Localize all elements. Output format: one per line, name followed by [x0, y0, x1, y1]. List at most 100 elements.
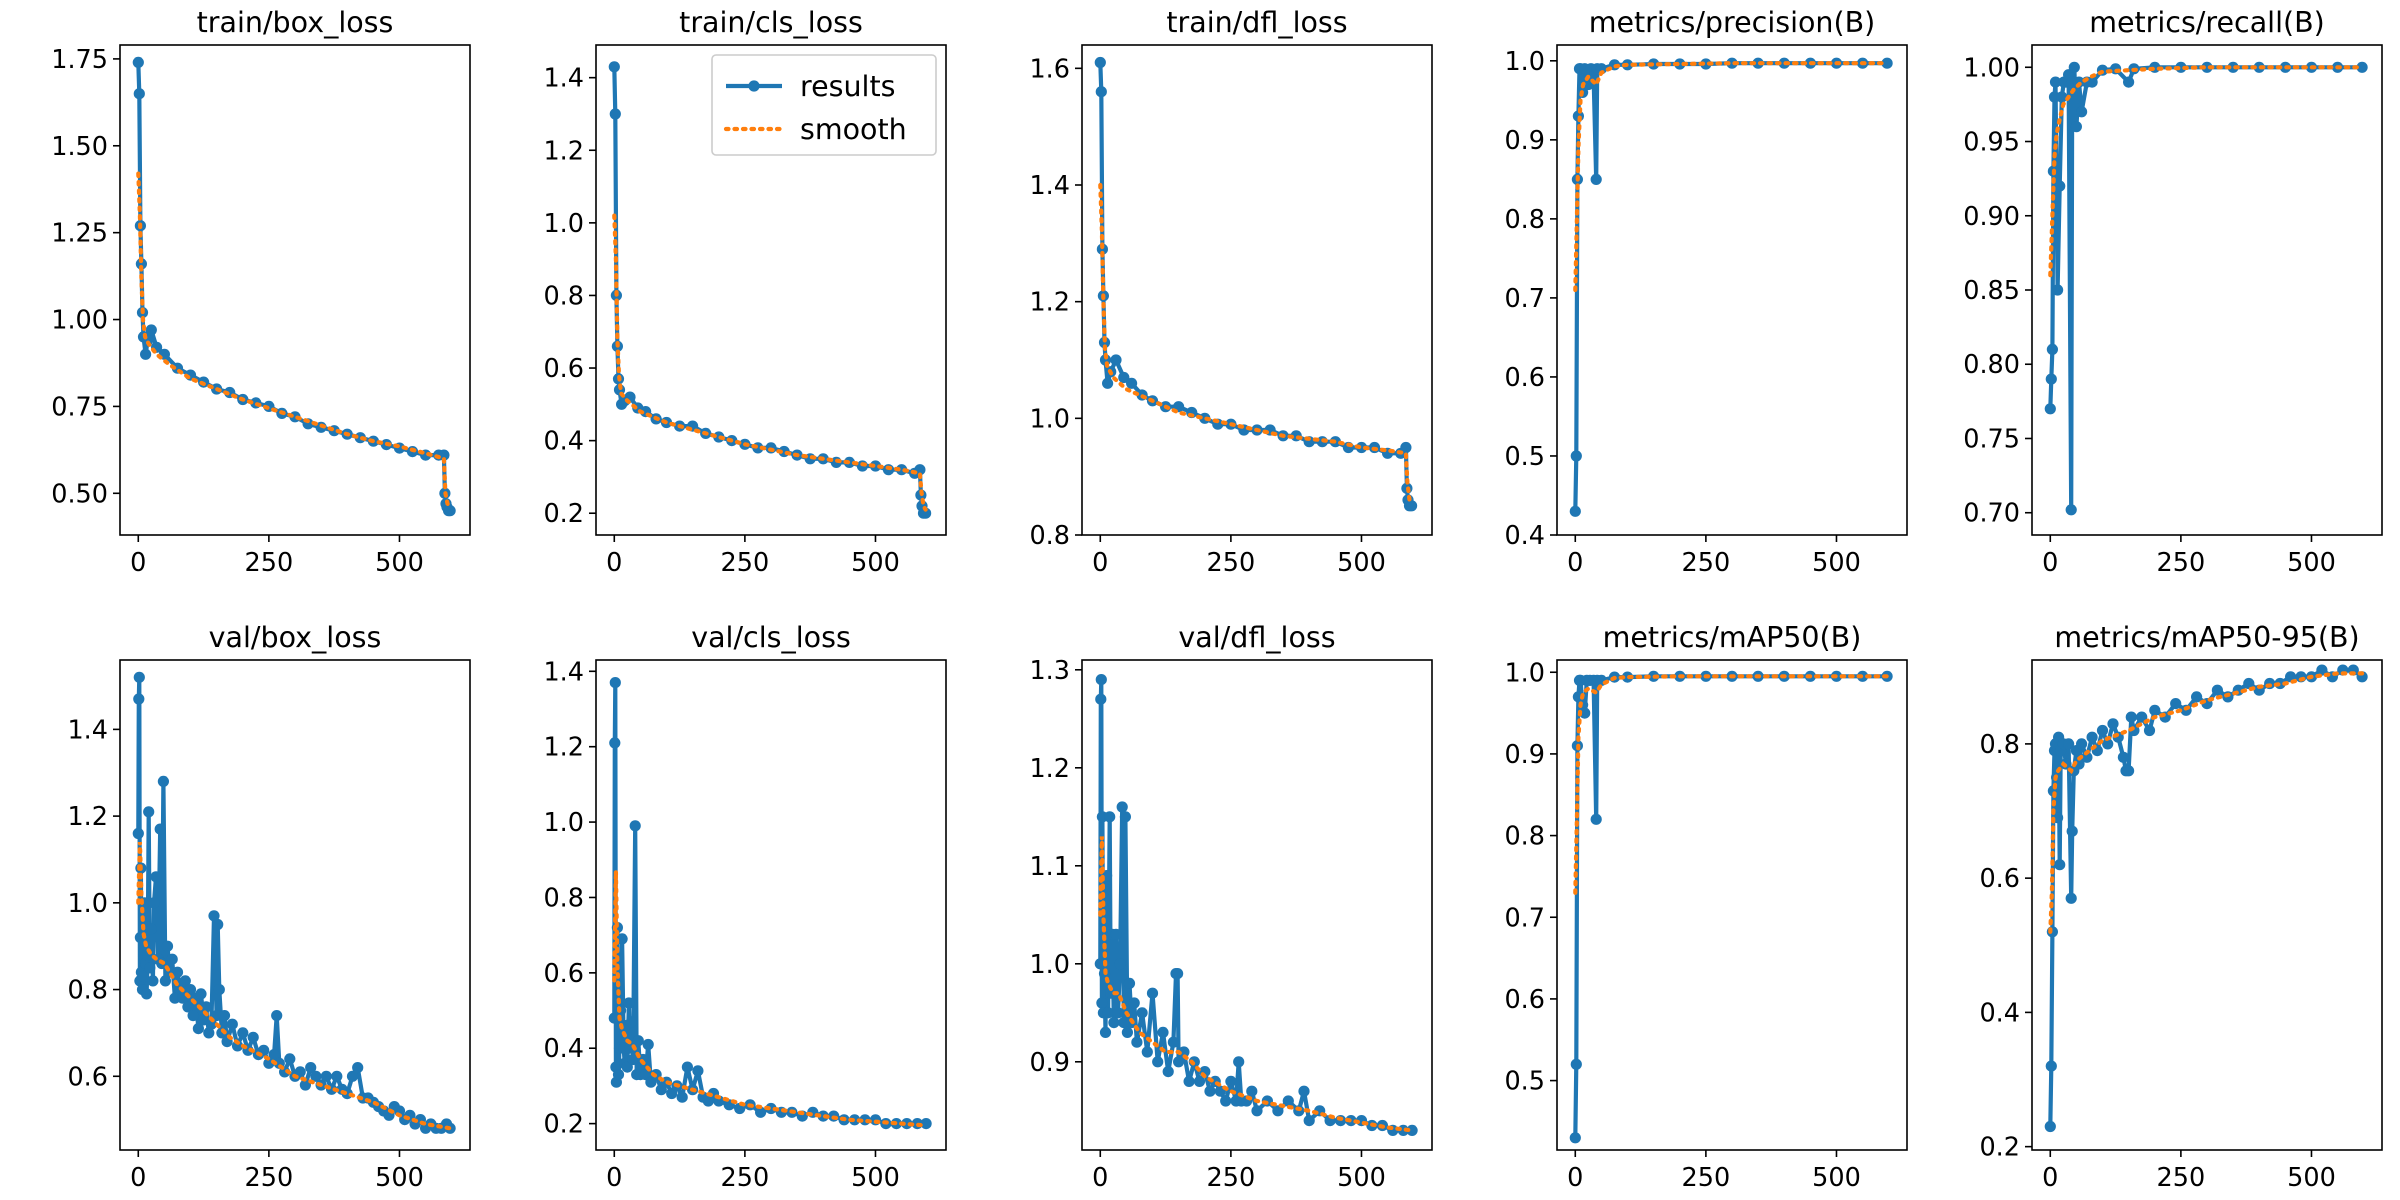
data-point [1183, 1075, 1195, 1087]
data-point [1193, 1075, 1206, 1087]
series-smooth-line [1573, 61, 1890, 293]
series-results-line [1573, 674, 1888, 1138]
plot-area [2044, 61, 2368, 516]
data-point [2065, 504, 2077, 516]
data-point [1579, 707, 1591, 719]
y-tick-label: 0.4 [1979, 998, 2020, 1028]
data-point [632, 1035, 644, 1047]
chart-panel: metrics/mAP50(B) 0 250 500 0.5 0.6 0.7 0.8 0.9 1.… [1504, 621, 1908, 1193]
data-point [1406, 1124, 1418, 1136]
data-point [2054, 859, 2066, 871]
x-tick-label: 500 [1812, 1163, 1861, 1193]
data-point [2125, 711, 2137, 723]
data-point [294, 1066, 306, 1078]
data-point [144, 962, 156, 974]
chart-panel: val/box_loss 0 250 500 0.6 0.8 1.0 1.2 1.4 [67, 621, 471, 1193]
data-point [755, 1106, 767, 1118]
y-tick-label: 0.75 [51, 392, 108, 422]
chart-title: train/dfl_loss [1166, 6, 1347, 39]
data-point [2076, 738, 2088, 750]
data-point [609, 108, 621, 120]
y-tick-label: 0.8 [1979, 730, 2020, 760]
data-point [2243, 677, 2255, 690]
chart-title: metrics/mAP50(B) [1603, 621, 1862, 654]
y-tick-label: 0.50 [51, 479, 108, 509]
x-tick-label: 0 [130, 1163, 146, 1193]
data-point [612, 1069, 625, 1081]
y-tick-label: 1.2 [543, 136, 584, 166]
plot-area [608, 61, 932, 519]
y-tick-label: 1.6 [1029, 54, 1070, 84]
axes-frame [2031, 659, 2383, 1151]
x-tick-label: 500 [375, 1163, 424, 1193]
y-tick-label: 0.70 [1963, 499, 2020, 529]
legend-smooth-label: smooth [800, 113, 907, 146]
y-tick-label: 0.75 [1963, 424, 2020, 454]
chart-title: metrics/precision(B) [1589, 6, 1876, 39]
data-point [1114, 958, 1126, 970]
data-point [143, 806, 155, 818]
y-tick-label: 1.25 [51, 219, 108, 249]
data-point [187, 1010, 199, 1022]
data-point [1108, 1017, 1120, 1029]
data-point [133, 671, 145, 683]
data-point [2068, 61, 2080, 73]
data-point [352, 1062, 364, 1074]
data-point [1116, 801, 1128, 813]
y-tick-label: 0.8 [1029, 521, 1070, 551]
data-point [2201, 61, 2213, 73]
plot-area [2044, 664, 2368, 1133]
data-point [1233, 1056, 1245, 1068]
y-tick-label: 1.0 [67, 889, 108, 919]
y-tick-label: 0.8 [543, 281, 584, 311]
data-point [208, 910, 220, 922]
data-point [869, 460, 882, 472]
data-point [616, 933, 628, 945]
data-point [2191, 691, 2203, 703]
data-point [1102, 1007, 1114, 1019]
data-point [1112, 1007, 1124, 1019]
y-tick-label: 0.2 [543, 1110, 584, 1140]
series-results-line [612, 680, 927, 1126]
chart-panel: train/dfl_loss 0 250 500 0.8 1.0 1.2 1.4 1.6 [1029, 6, 1433, 578]
data-point [2066, 825, 2078, 837]
data-point [237, 1027, 249, 1039]
data-point [145, 923, 157, 935]
x-tick-label: 250 [2157, 1163, 2206, 1193]
data-point [1128, 997, 1140, 1009]
y-tick-label: 1.0 [543, 808, 584, 838]
y-tick-label: 1.1 [1029, 852, 1070, 882]
data-point [1220, 1095, 1232, 1107]
plot-area [1094, 674, 1418, 1136]
data-point [623, 997, 635, 1009]
data-point [608, 1012, 620, 1024]
chart-title: val/cls_loss [691, 621, 851, 654]
data-point [2046, 343, 2058, 355]
plot-area [132, 671, 456, 1134]
data-point [195, 988, 207, 1000]
data-point [1569, 505, 1581, 517]
chart-panel: train/box_loss 0 250 500 0.50 0.75 1.00 1.25 1.5… [51, 6, 471, 578]
series-smooth-line [136, 842, 453, 1131]
y-tick-label: 0.8 [67, 976, 108, 1006]
data-point [920, 507, 932, 519]
data-point [1131, 1036, 1143, 1048]
data-point [609, 737, 621, 749]
axes-frame [2031, 44, 2383, 536]
data-point [1590, 813, 1602, 825]
data-point [2086, 731, 2098, 743]
legend-results-label: results [800, 70, 895, 103]
y-tick-label: 1.50 [51, 132, 108, 162]
data-point [1119, 811, 1131, 823]
series-smooth-line [1573, 674, 1890, 895]
data-point [171, 966, 184, 978]
data-point [132, 56, 144, 68]
data-point [2045, 1060, 2057, 1072]
chart-title: metrics/mAP50-95(B) [2054, 621, 2359, 654]
x-tick-label: 250 [245, 1163, 294, 1193]
data-point [1146, 987, 1159, 999]
y-tick-label: 1.0 [1504, 658, 1545, 688]
series-smooth-line [2048, 671, 2365, 934]
data-point [310, 1070, 322, 1082]
x-tick-label: 500 [2287, 548, 2336, 578]
